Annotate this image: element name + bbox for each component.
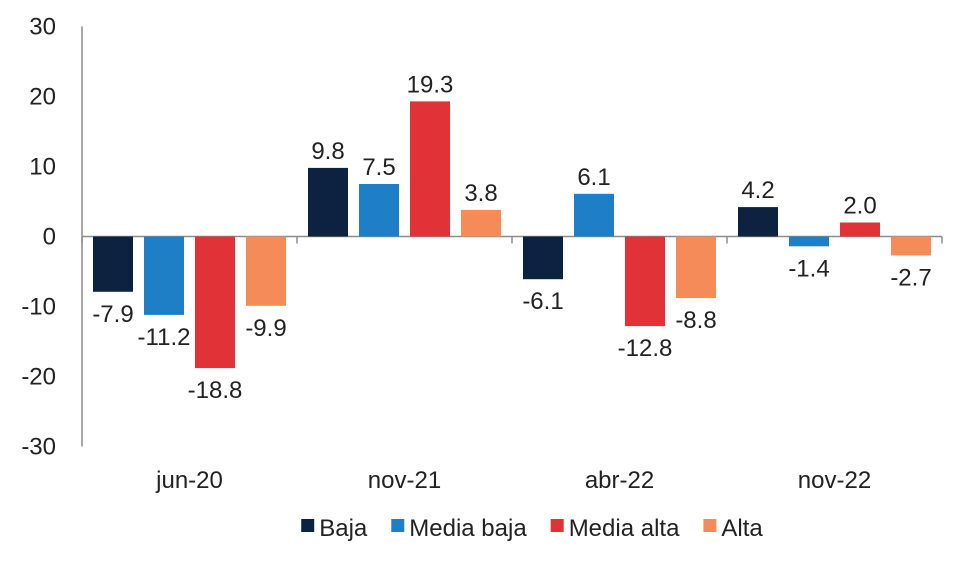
legend-item-media-baja: Media baja <box>391 515 527 542</box>
data-label: -2.7 <box>890 264 931 291</box>
data-labels: -7.9-11.2 -18.8 -9.9 9.8 7.5 19.3 3.8 -6.1 6.1 -1… <box>92 71 931 404</box>
bar-media-baja <box>144 236 184 315</box>
legend: Baja Media baja Media alta Alta <box>301 515 763 542</box>
data-label: 19.3 <box>407 71 454 98</box>
legend-item-alta: Alta <box>703 515 763 542</box>
bar-media-baja <box>789 236 829 247</box>
y-tick-label: 30 <box>29 14 56 41</box>
bar-media-baja <box>574 193 614 237</box>
y-tick-label: -10 <box>21 294 56 321</box>
data-label: -8.8 <box>675 307 716 334</box>
data-label: 3.8 <box>464 180 497 207</box>
bar-baja <box>738 207 778 237</box>
data-label: 6.1 <box>577 164 610 191</box>
data-label: -18.8 <box>188 377 243 404</box>
bar-baja <box>523 236 563 280</box>
bar-alta <box>891 236 931 256</box>
bar-media-alta <box>195 236 235 369</box>
legend-label: Media baja <box>409 515 527 542</box>
data-label: -9.9 <box>245 315 286 342</box>
bar-baja <box>308 167 348 237</box>
x-tick-label: nov-21 <box>368 467 441 494</box>
y-tick-label: -30 <box>21 434 56 461</box>
legend-swatch <box>703 519 717 532</box>
data-label: 4.2 <box>741 177 774 204</box>
data-label: -6.1 <box>522 288 563 315</box>
bar-media-baja <box>359 184 399 237</box>
bar-baja <box>93 236 133 292</box>
data-label: -1.4 <box>788 255 829 282</box>
data-label: 9.8 <box>311 138 344 165</box>
bar-alta <box>461 209 501 237</box>
legend-label: Baja <box>319 515 368 542</box>
x-tick-label: nov-22 <box>798 467 871 494</box>
legend-swatch <box>301 519 315 532</box>
y-tick-label: -20 <box>21 364 56 391</box>
bar-media-alta <box>410 101 450 237</box>
bar-alta <box>676 236 716 299</box>
data-label: -11.2 <box>138 324 191 351</box>
y-tick-label: 20 <box>29 84 56 111</box>
bars <box>93 101 931 369</box>
x-tick-label: jun-20 <box>155 467 223 494</box>
bar-media-alta <box>840 222 880 237</box>
legend-item-baja: Baja <box>301 515 368 542</box>
y-axis: 30 20 10 0 -10 -20 -30 <box>21 14 83 461</box>
data-label: 7.5 <box>362 154 395 181</box>
data-label: -7.9 <box>92 301 133 328</box>
bar-media-alta <box>625 236 665 327</box>
bar-alta <box>246 236 286 306</box>
legend-label: Media alta <box>569 515 680 542</box>
legend-swatch <box>391 519 405 532</box>
legend-swatch <box>550 519 564 532</box>
legend-label: Alta <box>721 515 763 542</box>
data-label: -12.8 <box>618 335 673 362</box>
x-tick-label: abr-22 <box>585 467 654 494</box>
data-label: 2.0 <box>843 193 876 220</box>
y-tick-label: 10 <box>29 154 56 181</box>
y-tick-label: 0 <box>43 224 56 251</box>
category-labels: jun-20 nov-21 abr-22 nov-22 <box>155 467 871 494</box>
legend-item-media-alta: Media alta <box>550 515 680 542</box>
